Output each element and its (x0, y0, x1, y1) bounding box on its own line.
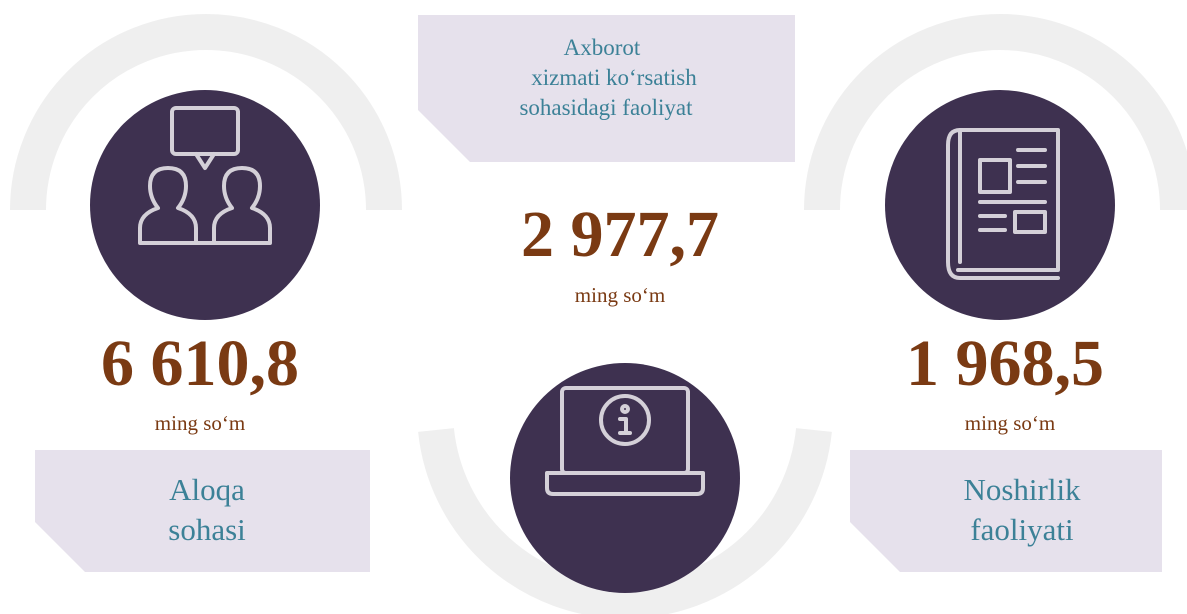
label: Axborot xizmati ko‘rsatish sohasidagi faol… (519, 35, 697, 120)
label-line: Noshirlik (963, 472, 1081, 507)
arc (418, 428, 832, 614)
label-line: sohasidagi faoliyat (519, 95, 693, 120)
label: Noshirlik faoliyati (963, 472, 1081, 547)
people-icon (138, 106, 272, 245)
unit: ming so‘m (965, 411, 1055, 435)
label-line: sohasi (168, 512, 246, 547)
unit: ming so‘m (155, 411, 245, 435)
label-line: Axborot (564, 35, 641, 60)
icon-circle (510, 363, 740, 593)
newspaper-icon (946, 128, 1060, 280)
unit: ming so‘m (575, 283, 665, 307)
value: 2 977,7 (521, 198, 719, 271)
label-box (35, 450, 370, 572)
arc (10, 14, 402, 211)
value: 6 610,8 (101, 327, 299, 400)
arc (804, 14, 1187, 211)
label-box (418, 15, 795, 162)
value: 1 968,5 (906, 327, 1104, 400)
laptop-icon (545, 386, 705, 496)
icon-circle (90, 90, 320, 320)
label: Aloqa sohasi (168, 472, 246, 547)
label-line: xizmati ko‘rsatish (531, 65, 697, 90)
icon-circle (885, 90, 1115, 320)
label-line: Aloqa (169, 472, 245, 507)
label-line: faoliyati (970, 512, 1074, 547)
label-box (850, 450, 1162, 572)
